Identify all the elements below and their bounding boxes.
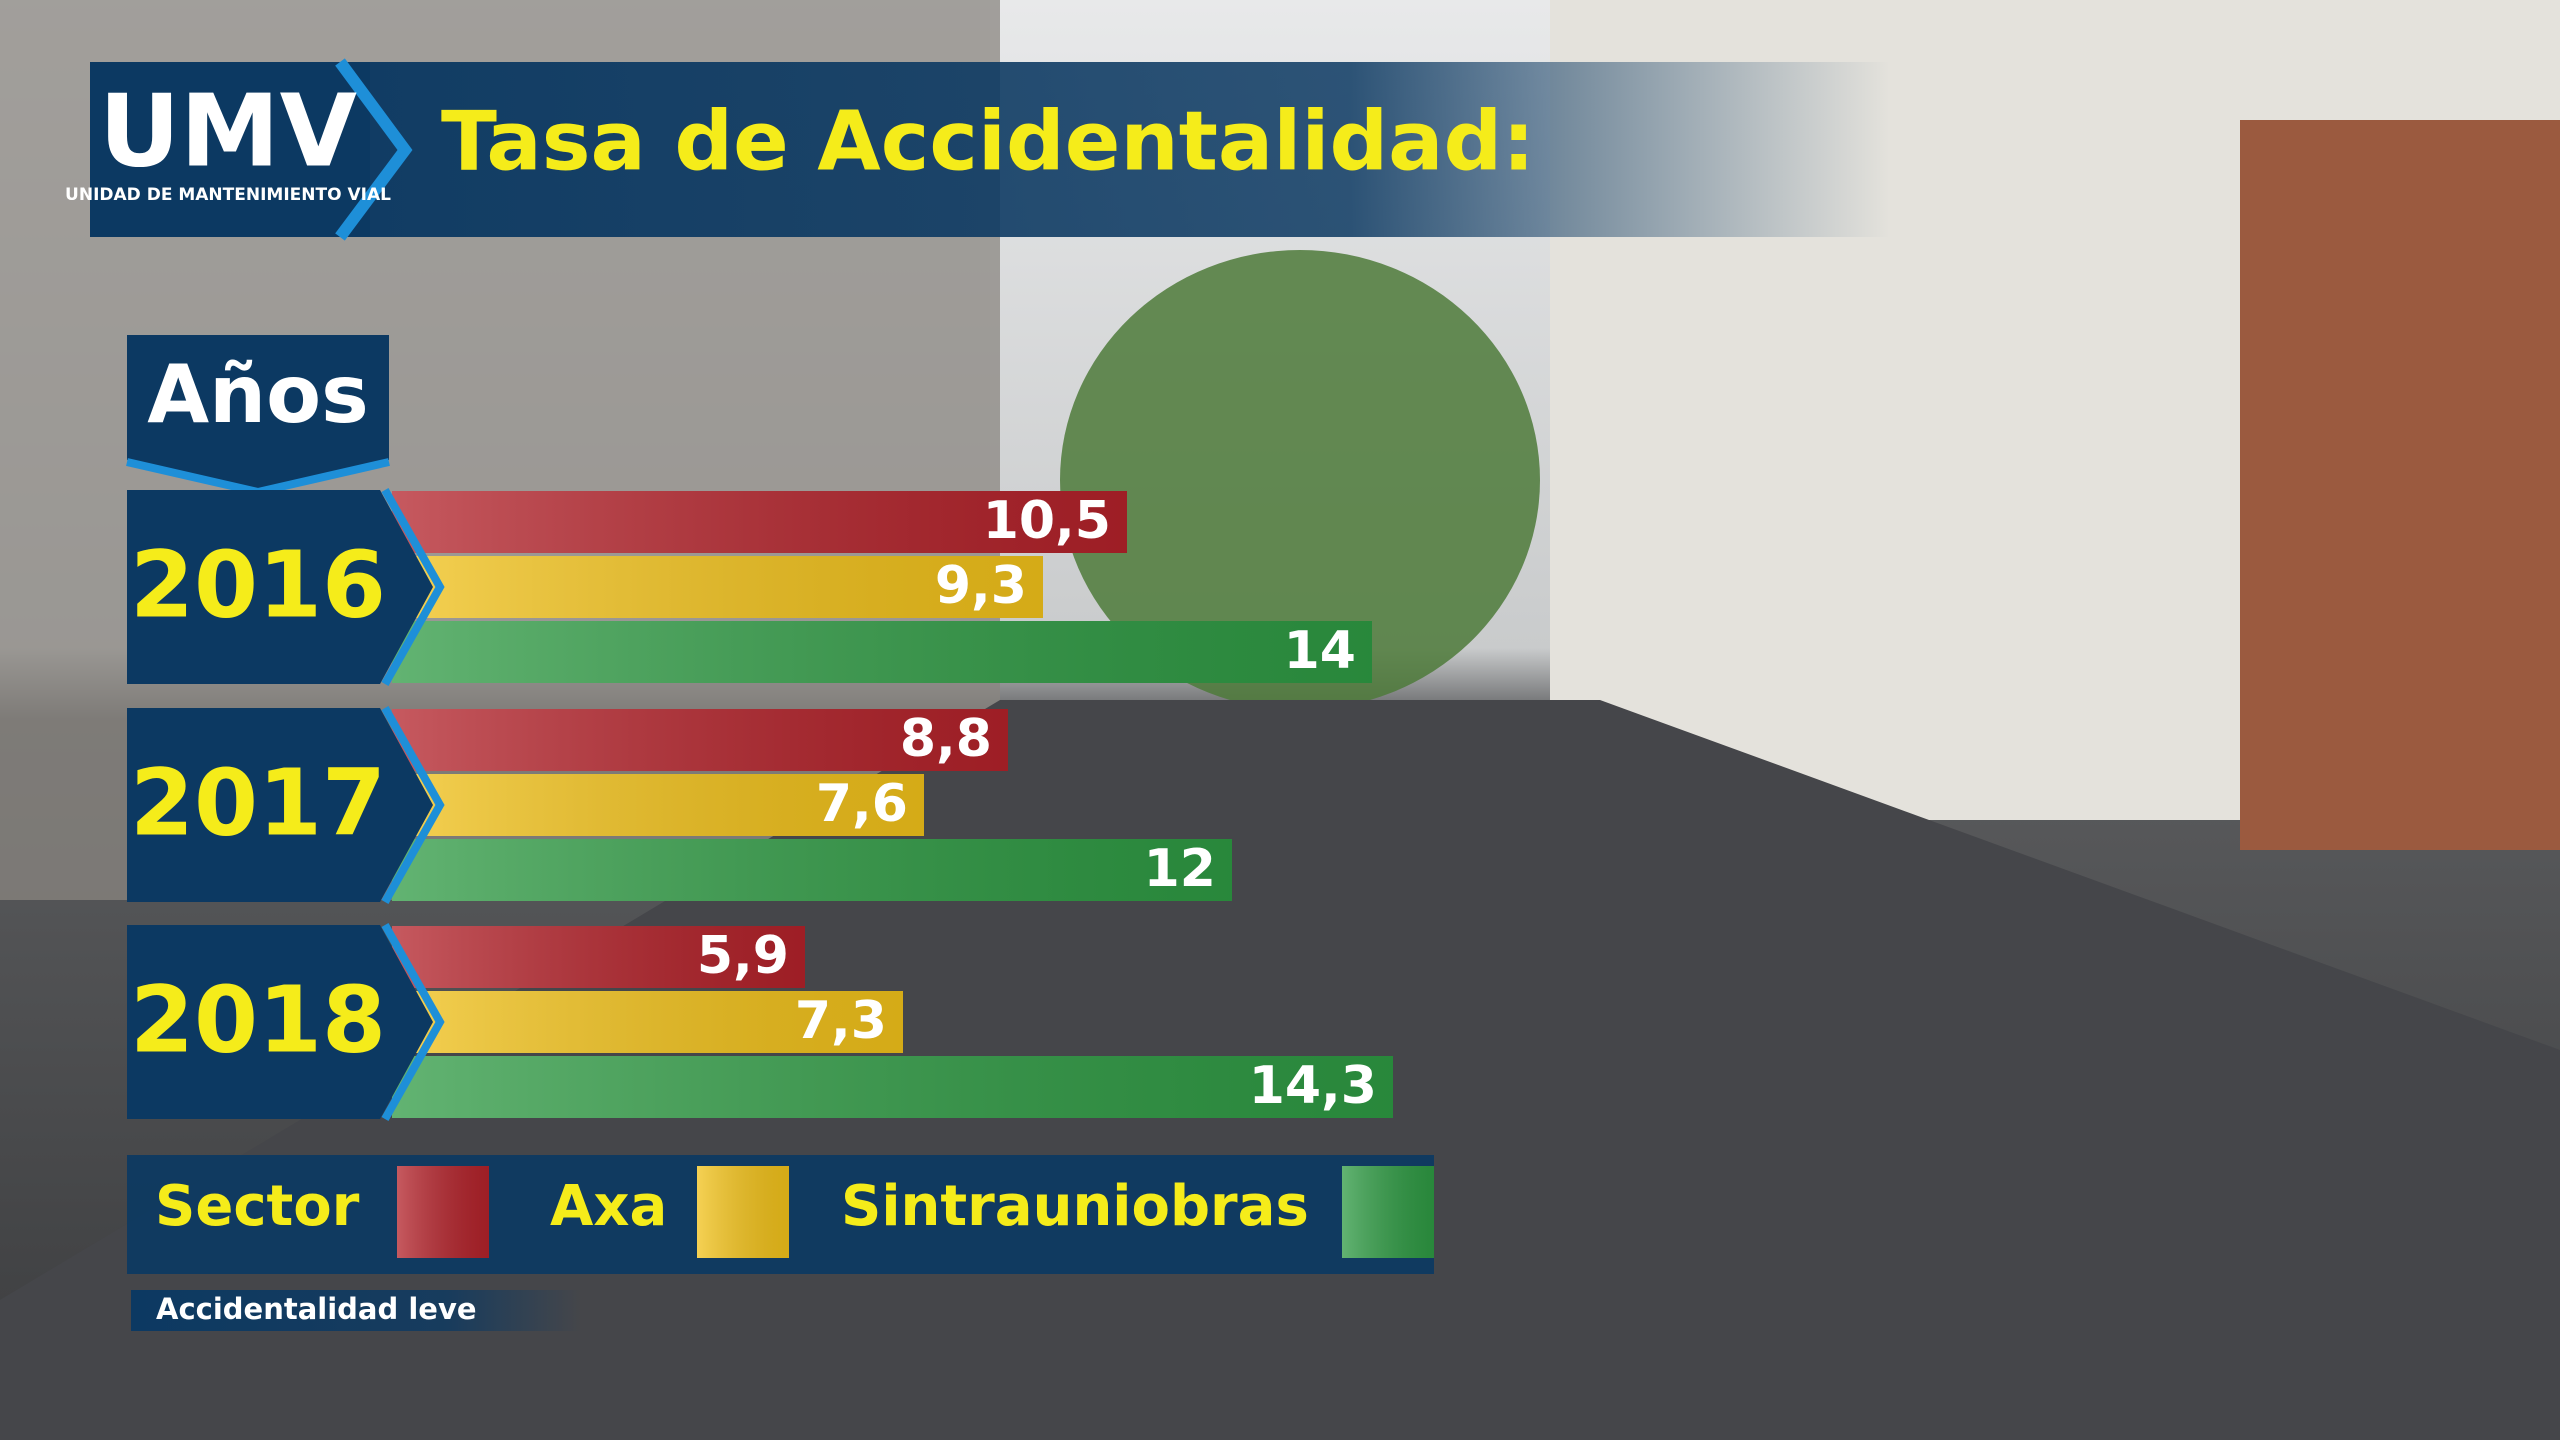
bar-shade [392,839,1232,901]
bar-shade [392,621,1372,683]
legend-label: Sintrauniobras [841,1174,1309,1239]
legend-swatch-shade [697,1166,789,1258]
value-label: 14,3 [1249,1056,1377,1116]
value-label: 12 [1144,839,1216,899]
category-label: 2016 [130,531,386,638]
brick-wall [2240,120,2560,850]
value-label: 5,9 [697,926,789,986]
legend-label: Sector [155,1174,360,1239]
legend-swatch-shade [397,1166,489,1258]
logo-subtitle: UNIDAD DE MANTENIMIENTO VIAL [65,185,391,205]
value-label: 14 [1284,621,1356,681]
chart-title: Tasa de Accidentalidad: [441,94,1535,189]
value-label: 9,3 [935,556,1027,616]
page: UMV UNIDAD DE MANTENIMIENTO VIAL Tasa de… [0,0,2560,1440]
value-label: 7,6 [816,774,908,834]
legend-label: Axa [550,1174,667,1239]
bar-shade [392,1056,1393,1118]
category-label: 2017 [130,749,386,856]
category-header: Años [147,348,368,441]
category-label: 2018 [130,966,386,1073]
value-label: 10,5 [983,491,1111,551]
chart: UMV UNIDAD DE MANTENIMIENTO VIAL Tasa de… [0,0,2560,1440]
legend-swatch-shade [1342,1166,1434,1258]
note: Accidentalidad leve [156,1292,477,1326]
value-label: 8,8 [900,709,992,769]
logo-text: UMV [99,72,357,189]
value-label: 7,3 [795,991,887,1051]
